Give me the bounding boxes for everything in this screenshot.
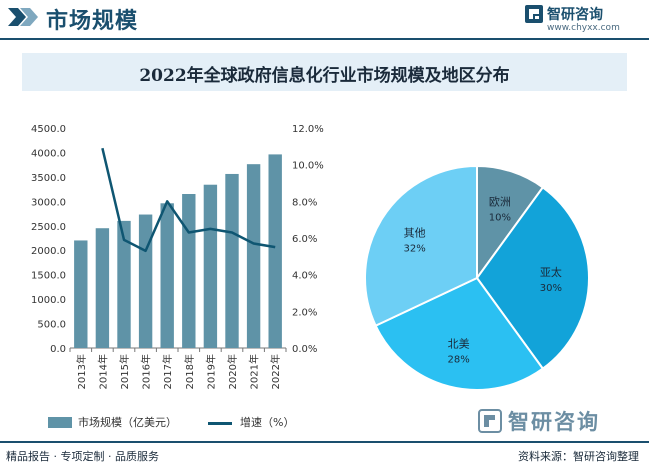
- footer-slogan: 精品报告 · 专项定制 · 品质服务: [6, 450, 159, 463]
- bar: [95, 228, 110, 348]
- y-right-tick-label: 6.0%: [292, 234, 317, 245]
- pie-slice: [475, 185, 590, 371]
- x-tick-label: 2021年: [248, 354, 261, 389]
- bar: [268, 154, 282, 348]
- brand: 智研咨询 www.chyxx.com: [525, 3, 635, 37]
- bar: [117, 220, 131, 348]
- y-left-tick-label: 3500.0: [31, 173, 66, 184]
- footer-rule: [0, 441, 649, 443]
- x-tick-label: 2014年: [96, 354, 109, 389]
- legend-line-label: 增速（%）: [240, 416, 295, 429]
- x-tick-label: 2017年: [161, 354, 174, 389]
- watermark-brand: 智研咨询: [508, 410, 600, 434]
- pie-slice-value: 10%: [489, 213, 511, 224]
- y-left-tick-label: 4500.0: [31, 124, 66, 135]
- x-tick-label: 2022年: [269, 354, 282, 389]
- x-tick-label: 2019年: [204, 354, 217, 389]
- x-tick-label: 2013年: [75, 354, 88, 389]
- x-tick-label: 2020年: [226, 354, 239, 389]
- brand-url: www.chyxx.com: [547, 23, 620, 33]
- y-left-tick-label: 1500.0: [31, 271, 66, 282]
- y-right-tick-label: 12.0%: [292, 124, 324, 135]
- bar: [160, 203, 174, 348]
- growth-rate-line: [101, 147, 276, 253]
- y-right-tick-label: 0.0%: [292, 344, 317, 355]
- bar: [225, 173, 239, 348]
- bar: [203, 184, 218, 348]
- pie-slice-value: 30%: [540, 283, 562, 294]
- footer-source: 资料来源：智研咨询整理: [518, 450, 639, 463]
- y-left-tick-label: 0.0: [50, 344, 66, 355]
- section-title: 市场规模: [46, 9, 139, 34]
- pie-slice: [364, 164, 478, 328]
- y-right-tick-label: 10.0%: [292, 161, 324, 172]
- double-chevron-icon: [8, 8, 38, 26]
- watermark-logo: 智研咨询: [478, 406, 638, 436]
- y-left-tick-label: 2000.0: [31, 246, 66, 257]
- y-right-tick-label: 4.0%: [292, 271, 317, 282]
- pie-slice-value: 28%: [447, 355, 469, 366]
- header-bar: 市场规模 智研咨询 www.chyxx.com: [0, 0, 649, 40]
- y-left-tick-label: 2500.0: [31, 222, 66, 233]
- bar: [74, 240, 88, 348]
- pie-slice-label: 北美: [448, 338, 470, 351]
- y-left-tick-label: 1000.0: [31, 295, 66, 306]
- bar: [182, 194, 196, 348]
- pie-slice: [374, 276, 545, 391]
- bar: [246, 164, 261, 348]
- bar: [138, 214, 153, 348]
- chart-title: 2022年全球政府信息化行业市场规模及地区分布: [139, 66, 510, 86]
- y-left-tick-label: 500.0: [37, 320, 66, 331]
- chart-title-band: 2022年全球政府信息化行业市场规模及地区分布: [22, 53, 627, 91]
- y-right-tick-label: 2.0%: [292, 307, 317, 318]
- watermark-logo-icon: [478, 409, 502, 433]
- pie-slice-label: 欧洲: [489, 196, 511, 209]
- brand-name: 智研咨询: [547, 7, 603, 23]
- y-left-tick-label: 3000.0: [31, 197, 66, 208]
- legend-line-swatch: [208, 422, 232, 425]
- legend-bar-label: 市场规模（亿美元）: [78, 416, 177, 429]
- pie-slice-value: 32%: [403, 243, 425, 254]
- x-tick-label: 2015年: [118, 354, 131, 389]
- pie-slice-label: 亚太: [540, 266, 562, 279]
- y-right-tick-label: 8.0%: [292, 197, 317, 208]
- x-tick-label: 2016年: [140, 354, 153, 389]
- x-tick-label: 2018年: [183, 354, 196, 389]
- pie-slice-label: 其他: [404, 226, 426, 239]
- y-left-tick-label: 4000.0: [31, 148, 66, 159]
- legend-bar-swatch: [48, 417, 72, 428]
- brand-logo-icon: [525, 5, 543, 23]
